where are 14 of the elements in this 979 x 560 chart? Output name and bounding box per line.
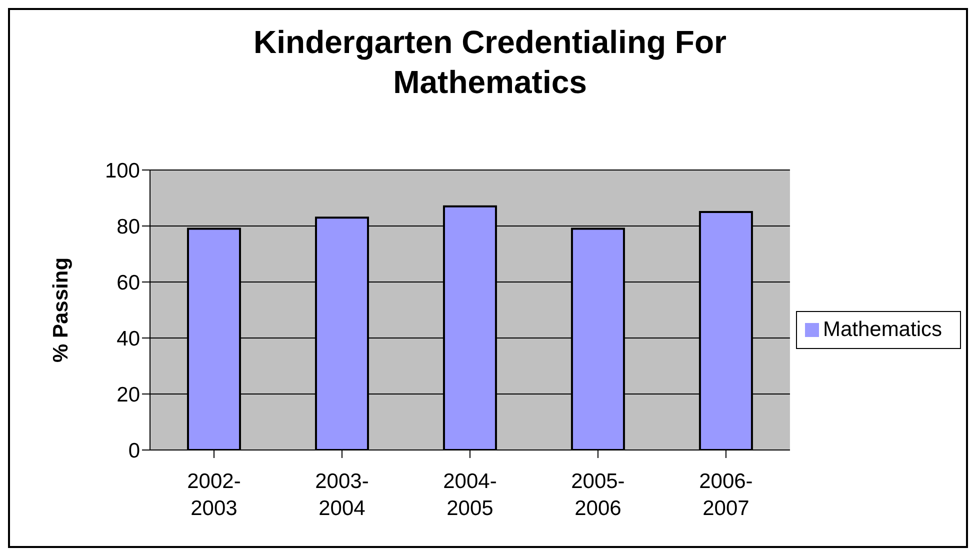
x-tick-label: 2002-2003 [187, 470, 241, 520]
x-tick-label: 2003-2004 [315, 470, 369, 520]
chart-title: Kindergarten Credentialing For Mathematics [252, 23, 728, 102]
legend-label: Mathematics [822, 318, 942, 341]
x-tick-label: 2005-2006 [571, 470, 625, 520]
y-tick-label: 60 [116, 271, 140, 294]
y-tick-label: 80 [116, 215, 140, 238]
y-tick-label: 100 [104, 159, 140, 182]
y-tick-label: 40 [116, 327, 140, 350]
x-tick-label: 2006-2007 [699, 470, 753, 520]
y-tick-label: 0 [128, 439, 140, 462]
x-tick-label: 2004-2005 [443, 470, 497, 520]
y-tick-label: 20 [116, 383, 140, 406]
y-axis-title: % Passing [49, 257, 72, 363]
